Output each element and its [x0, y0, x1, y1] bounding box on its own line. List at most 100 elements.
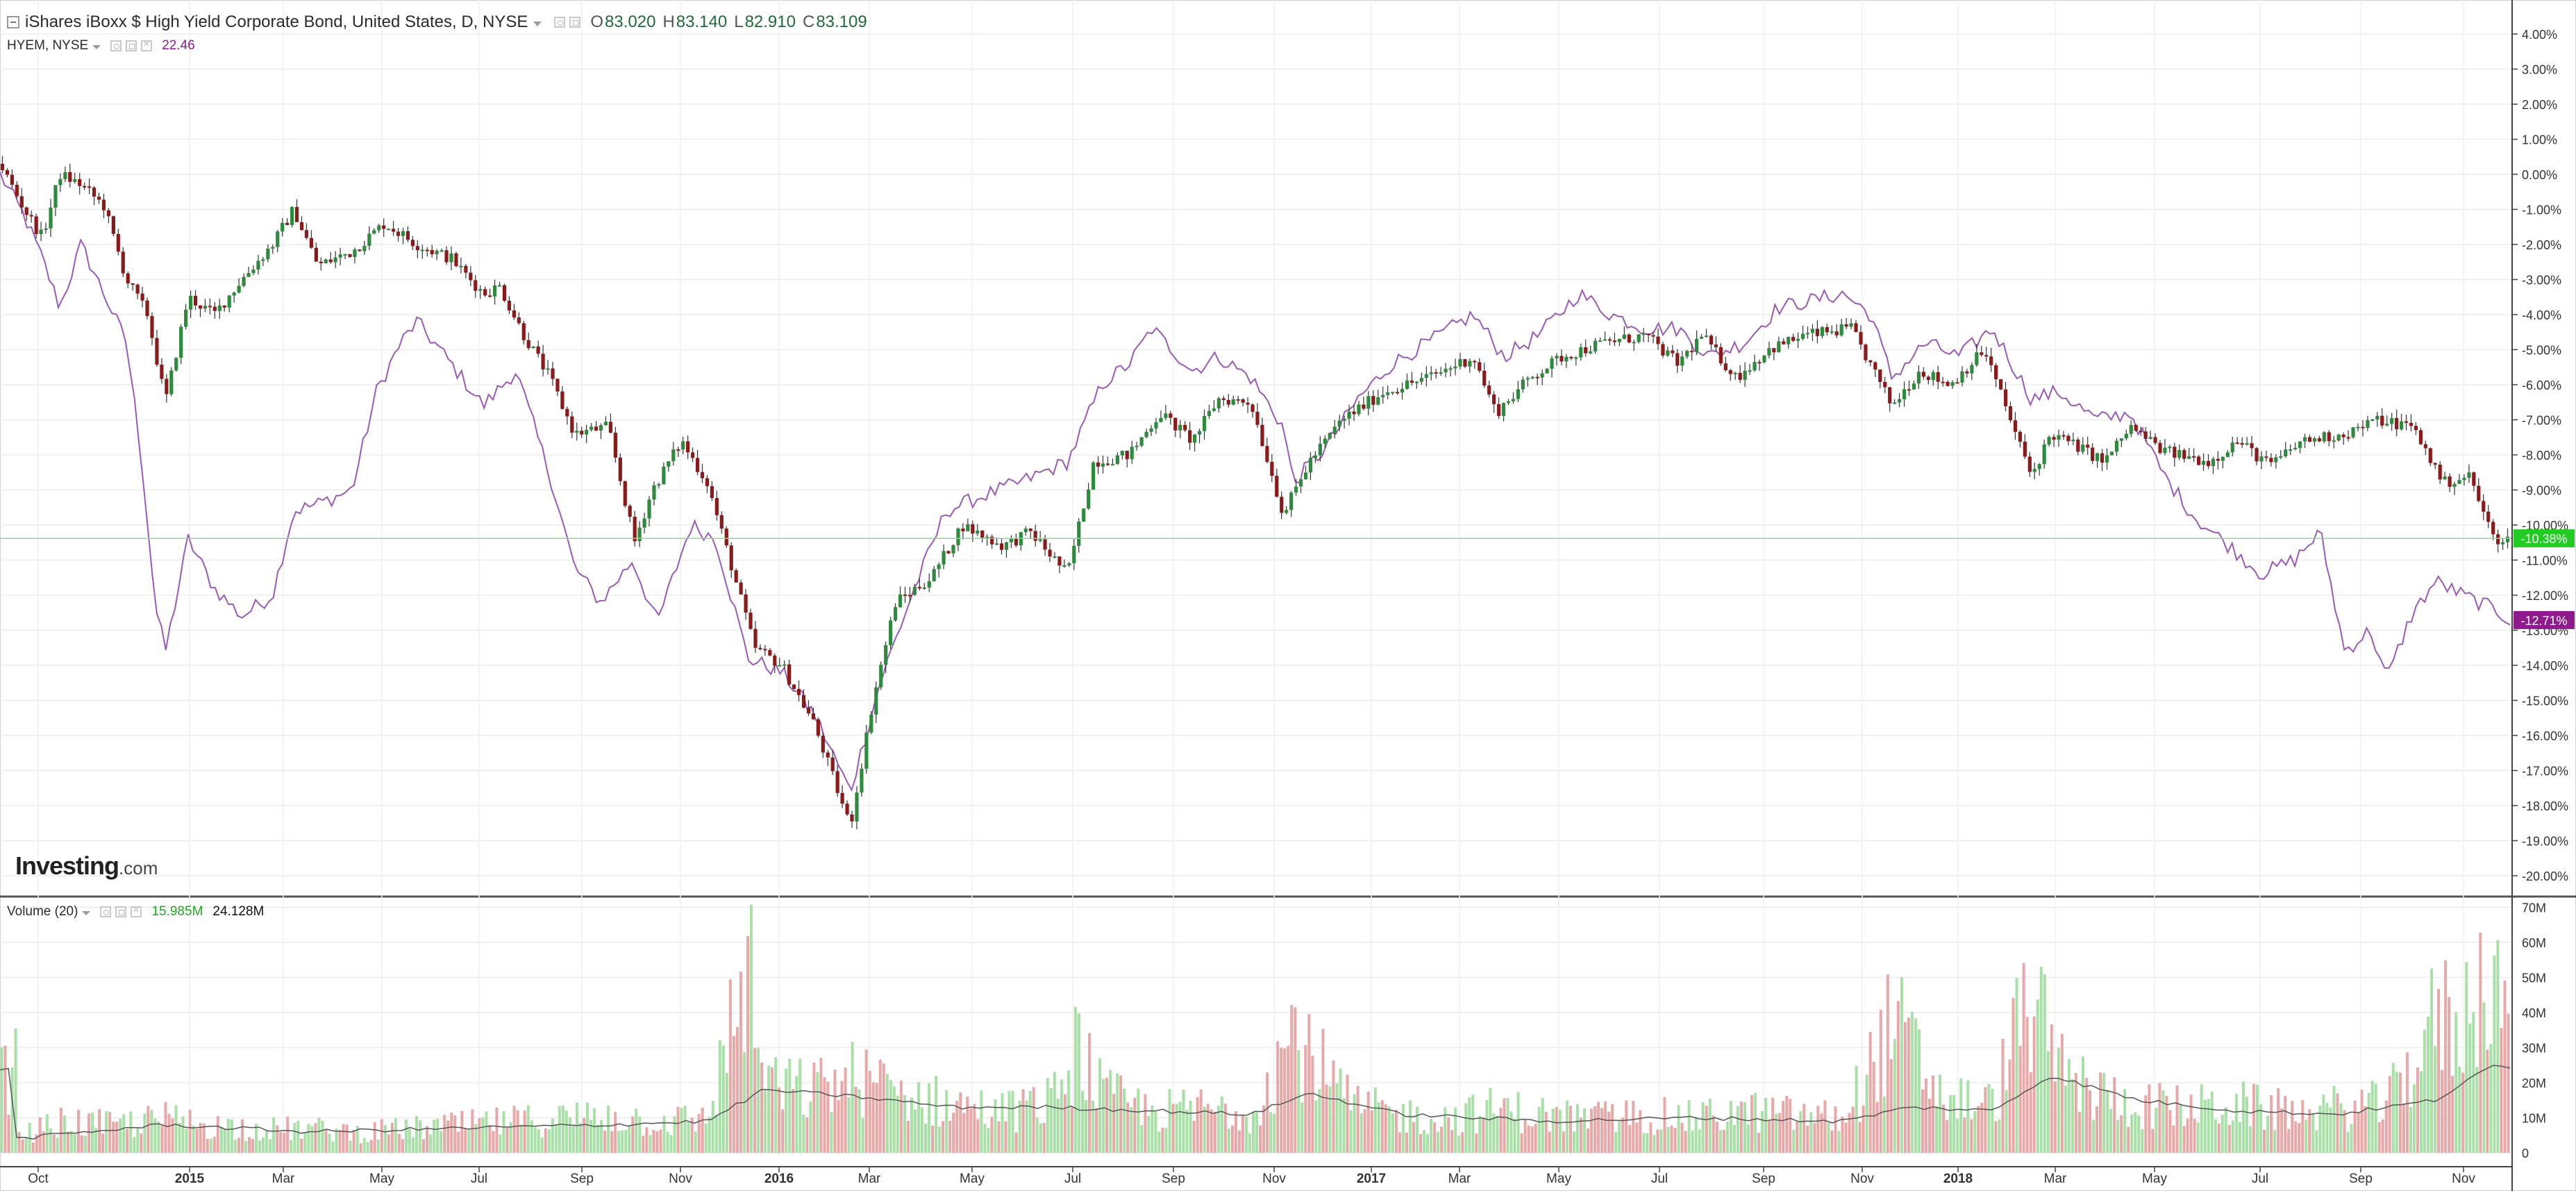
volume-bar [1053, 1072, 1056, 1153]
volume-bar [1464, 1103, 1468, 1153]
candle-body [1767, 348, 1771, 356]
settings-icon[interactable] [115, 906, 127, 917]
volume-bar [1628, 1124, 1632, 1153]
volume-bar [551, 1118, 554, 1153]
candle-body [1130, 447, 1134, 460]
candle-body [469, 272, 473, 281]
candle-body [526, 340, 530, 349]
volume-bar [401, 1139, 404, 1153]
close-icon[interactable] [131, 904, 142, 917]
volume-bar [2175, 1085, 2179, 1153]
x-tick-label: Sep [1162, 1172, 1185, 1186]
candle-body [2206, 460, 2211, 467]
volume-bar [2486, 1049, 2489, 1153]
candle-body [1496, 403, 1501, 416]
volume-bar [2493, 955, 2496, 1153]
volume-bar [885, 1074, 889, 1153]
y-tick-label: -10.00% [2522, 519, 2568, 533]
volume-bar [3, 1045, 7, 1153]
collapse-icon[interactable] [7, 16, 19, 28]
volume-bar [1865, 1074, 1868, 1153]
volume-bar [655, 1131, 659, 1153]
candle-body [691, 452, 695, 458]
candle-body [1067, 563, 1071, 565]
volume-bar [478, 1118, 481, 1153]
candle-body [1105, 463, 1110, 465]
volume-bar [906, 1120, 910, 1153]
volume-bar [460, 1110, 464, 1153]
candle-body [2052, 437, 2056, 440]
candle-body [551, 368, 555, 379]
volume-bar [1590, 1108, 1594, 1153]
candle-body [2143, 431, 2148, 439]
candle-body [2192, 456, 2196, 458]
candle-body [811, 713, 815, 719]
volume-bar [2273, 1130, 2277, 1153]
volume-bar [1889, 1059, 1893, 1153]
candle-body [1550, 358, 1554, 369]
candle-body [1482, 370, 1487, 386]
candle-body [2197, 456, 2201, 465]
candle-body [2027, 456, 2032, 472]
volume-bar [1394, 1110, 1398, 1153]
volume-bar [1732, 1124, 1736, 1153]
volume-bar [1572, 1131, 1575, 1153]
candle-body [1501, 403, 1506, 416]
volume-bar [1677, 1105, 1680, 1153]
volume-bar [746, 935, 749, 1153]
volume-bar [1042, 1122, 1046, 1153]
candle-body [1009, 538, 1014, 542]
volume-bar [1457, 1135, 1461, 1153]
volume-bar [1778, 1113, 1782, 1153]
eye-icon[interactable] [100, 906, 112, 917]
chevron-down-icon[interactable] [92, 45, 101, 49]
chevron-down-icon[interactable] [533, 21, 542, 26]
volume-bar [1586, 1128, 1589, 1153]
volume-bar [2259, 1104, 2263, 1153]
volume-bar [2039, 966, 2043, 1153]
chevron-down-icon[interactable] [82, 911, 91, 915]
volume-bar [2332, 1085, 2336, 1153]
eye-icon[interactable] [554, 17, 566, 28]
candle-body [2341, 434, 2345, 438]
volume-bar [2217, 1123, 2220, 1153]
candle-body [1805, 333, 1810, 335]
candle-body [1540, 373, 1544, 378]
volume-bar [966, 1097, 969, 1153]
candle-body [1530, 376, 1534, 378]
eye-icon[interactable] [110, 40, 122, 51]
volume-bar [373, 1122, 376, 1153]
candle-body [2042, 444, 2046, 465]
settings-icon[interactable] [569, 17, 581, 28]
candle-body [2211, 458, 2216, 467]
candle-body [2187, 456, 2191, 459]
volume-bar [383, 1124, 387, 1153]
candle-body [2153, 437, 2157, 443]
candle-body [1231, 399, 1235, 405]
candle-body [1328, 433, 1332, 439]
volume-bar [669, 1135, 673, 1153]
candle-body [1115, 455, 1119, 465]
volume-bar [571, 1124, 575, 1153]
candle-body [237, 285, 241, 293]
volume-bar [505, 1127, 509, 1153]
volume-bar [2402, 1103, 2405, 1153]
volume-bar [143, 1113, 147, 1153]
volume-bar [1973, 1110, 1977, 1153]
candle-body [1169, 413, 1173, 418]
settings-icon[interactable] [126, 40, 137, 51]
candle-body [2158, 442, 2162, 453]
volume-bar [2134, 1112, 2137, 1153]
volume-bar [739, 972, 742, 1153]
volume-bar [1782, 1101, 1785, 1153]
candle-body [87, 186, 92, 188]
close-icon[interactable] [141, 38, 153, 51]
candle-body [599, 425, 603, 431]
volume-bar [1987, 1084, 1991, 1153]
volume-bar [628, 1126, 631, 1153]
candle-body [555, 378, 560, 392]
volume-bar [1349, 1110, 1353, 1153]
volume-bar [366, 1142, 369, 1153]
candle-body [821, 735, 825, 753]
